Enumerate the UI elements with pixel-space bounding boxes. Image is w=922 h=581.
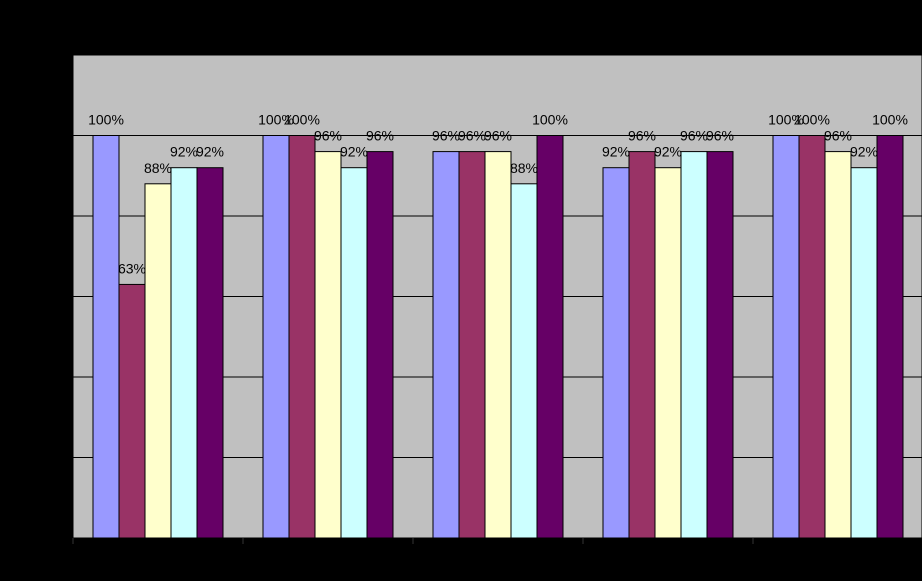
data-label: 96% xyxy=(432,128,460,144)
bars xyxy=(92,135,904,539)
bar xyxy=(458,151,486,539)
bar xyxy=(706,151,734,539)
data-label: 96% xyxy=(628,128,656,144)
data-label: 100% xyxy=(284,112,320,128)
data-label: 88% xyxy=(144,160,172,176)
bar xyxy=(824,151,852,539)
data-label: 92% xyxy=(654,144,682,160)
data-label: 96% xyxy=(366,128,394,144)
bar xyxy=(288,135,316,539)
bar xyxy=(170,167,198,539)
data-label: 96% xyxy=(458,128,486,144)
bar xyxy=(772,135,800,539)
bar xyxy=(144,183,172,539)
bar xyxy=(484,151,512,539)
data-label: 92% xyxy=(170,144,198,160)
data-label: 100% xyxy=(258,112,294,128)
bar xyxy=(314,151,342,539)
bar xyxy=(876,135,904,539)
bar xyxy=(196,167,224,539)
bar xyxy=(602,167,630,539)
data-label: 100% xyxy=(768,112,804,128)
bar xyxy=(92,135,120,539)
data-labels: 100%63%88%92%92%100%100%96%92%96% 96%96%9… xyxy=(88,112,908,277)
data-label: 92% xyxy=(602,144,630,160)
bar xyxy=(654,167,682,539)
bar xyxy=(118,283,146,539)
data-label: 96% xyxy=(314,128,342,144)
bar xyxy=(628,151,656,539)
bar xyxy=(366,151,394,539)
data-label: 96% xyxy=(824,128,852,144)
data-label: 96% xyxy=(484,128,512,144)
data-label: 100% xyxy=(872,112,908,128)
data-label: 63% xyxy=(118,260,146,276)
bar xyxy=(798,135,826,539)
data-label: 100% xyxy=(532,112,568,128)
data-label: 96% xyxy=(680,128,708,144)
bar xyxy=(680,151,708,539)
bar xyxy=(536,135,564,539)
bar xyxy=(510,183,538,539)
bar xyxy=(340,167,368,539)
bar xyxy=(432,151,460,539)
x-axis xyxy=(72,537,922,544)
data-label: 88% xyxy=(510,160,538,176)
data-label: 100% xyxy=(88,112,124,128)
bar xyxy=(262,135,290,539)
data-label: 100% xyxy=(794,112,830,128)
data-label: 92% xyxy=(196,144,224,160)
data-label: 96% xyxy=(706,128,734,144)
bar xyxy=(850,167,878,539)
data-label: 92% xyxy=(850,144,878,160)
data-label: 92% xyxy=(340,144,368,160)
